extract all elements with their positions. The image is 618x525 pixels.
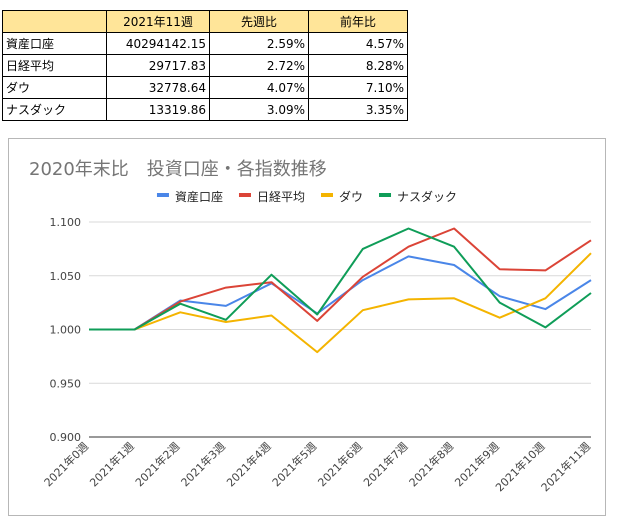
table-header-row: 2021年11週 先週比 前年比	[2, 10, 408, 33]
row-wow: 4.07%	[209, 76, 309, 99]
chart-gridlines	[89, 221, 591, 438]
row-value: 40294142.15	[106, 32, 210, 55]
x-tick-label: 2021年2週	[132, 439, 182, 489]
x-tick-label: 2021年11週	[538, 439, 593, 494]
x-tick-label: 2021年0週	[41, 439, 91, 489]
row-wow: 2.59%	[209, 32, 309, 55]
chart-legend: 資産口座 日経平均 ダウ ナスダック	[156, 189, 457, 204]
row-yoy: 3.35%	[308, 98, 408, 121]
row-yoy: 8.28%	[308, 54, 408, 77]
row-name: ダウ	[2, 76, 107, 99]
row-value: 13319.86	[106, 98, 210, 121]
row-wow: 3.09%	[209, 98, 309, 121]
legend-swatch	[238, 193, 251, 197]
chart-canvas: 2020年末比 投資口座・各指数推移 資産口座 日経平均 ダウ ナスダック 1.100…	[29, 159, 593, 494]
x-tick-label: 2021年3週	[178, 439, 228, 489]
header-wow: 先週比	[209, 10, 309, 33]
row-name: 資産口座	[2, 32, 107, 55]
y-tick-label: 1.100	[50, 216, 82, 229]
x-tick-label: 2021年5週	[269, 439, 319, 489]
row-wow: 2.72%	[209, 54, 309, 77]
series-line	[89, 252, 592, 354]
table-row: ダウ 32778.64 4.07% 7.10%	[2, 76, 408, 99]
row-value: 29717.83	[106, 54, 210, 77]
y-tick-label: 0.900	[50, 431, 82, 444]
legend-swatch	[379, 193, 392, 197]
x-tick-label: 2021年7週	[360, 439, 410, 489]
series-line	[89, 227, 592, 331]
y-tick-label: 1.050	[50, 270, 82, 283]
row-yoy: 4.57%	[308, 32, 408, 55]
row-name: 日経平均	[2, 54, 107, 77]
x-tick-label: 2021年4週	[223, 439, 273, 489]
header-yoy: 前年比	[308, 10, 408, 33]
series-line	[89, 227, 592, 331]
x-tick-label: 2021年9週	[452, 439, 502, 489]
summary-table: 2021年11週 先週比 前年比 資産口座 40294142.15 2.59% …	[2, 10, 408, 121]
x-tick-label: 2021年8週	[406, 439, 456, 489]
legend-label: 日経平均	[257, 190, 305, 204]
chart-title: 2020年末比 投資口座・各指数推移	[29, 159, 327, 180]
row-name: ナスダック	[2, 98, 107, 121]
row-yoy: 7.10%	[308, 76, 408, 99]
header-week: 2021年11週	[106, 10, 210, 33]
y-tick-label: 0.950	[50, 377, 82, 390]
x-tick-label: 2021年6週	[315, 439, 365, 489]
chart-series	[89, 227, 592, 354]
y-tick-label: 1.000	[50, 324, 82, 337]
header-blank	[2, 10, 107, 33]
x-axis: 2021年0週2021年1週2021年2週2021年3週2021年4週2021年…	[41, 439, 593, 494]
table-row: 日経平均 29717.83 2.72% 8.28%	[2, 54, 408, 77]
line-chart: 2020年末比 投資口座・各指数推移 資産口座 日経平均 ダウ ナスダック 1.100…	[8, 138, 606, 516]
row-value: 32778.64	[106, 76, 210, 99]
legend-label: ナスダック	[397, 189, 457, 204]
x-tick-label: 2021年1週	[87, 439, 137, 489]
legend-label: 資産口座	[175, 189, 223, 204]
table-row: 資産口座 40294142.15 2.59% 4.57%	[2, 32, 408, 55]
table-row: ナスダック 13319.86 3.09% 3.35%	[2, 98, 408, 121]
legend-swatch	[321, 193, 333, 197]
y-axis: 1.100 1.050 1.000 0.950 0.900	[50, 216, 82, 444]
legend-label: ダウ	[339, 189, 363, 204]
legend-swatch	[156, 193, 169, 197]
